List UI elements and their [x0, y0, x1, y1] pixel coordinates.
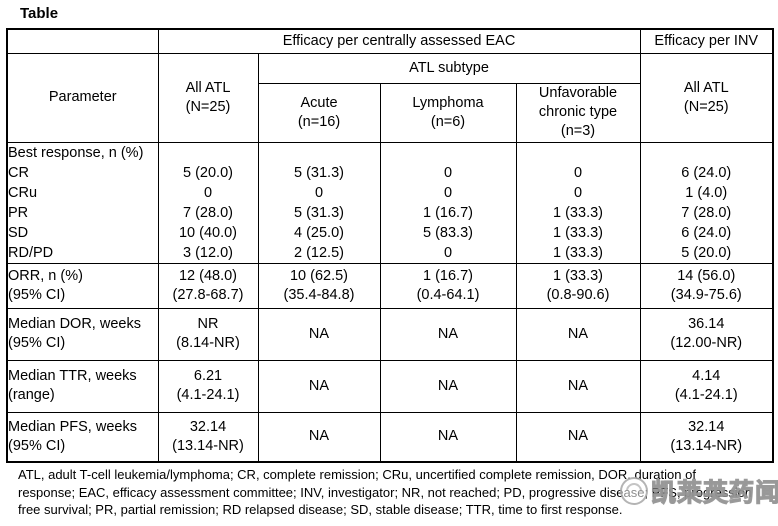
row-label-median-ttr: Median TTR, weeks (range)	[6, 359, 159, 413]
table-cell: 0	[257, 182, 381, 203]
table-cell: 1 (33.3) (0.8-90.6)	[515, 262, 641, 309]
table-cell: 1 (16.7)	[379, 202, 517, 223]
page-title: Table	[20, 5, 59, 22]
table-cell	[157, 142, 259, 163]
table-cell: 0	[157, 182, 259, 203]
table-cell: 2 (12.5)	[257, 242, 381, 263]
table-cell: NA	[379, 411, 517, 463]
table-cell: NR (8.14-NR)	[157, 307, 259, 361]
row-label-rdpd: RD/PD	[6, 242, 159, 263]
table-cell	[257, 142, 381, 163]
table-cell: 7 (28.0)	[639, 202, 774, 223]
row-label-orr: ORR, n (%) (95% CI)	[6, 262, 159, 309]
table-cell: 0	[379, 162, 517, 183]
table-cell: 10 (40.0)	[157, 222, 259, 243]
table-cell	[379, 142, 517, 163]
table-cell: 5 (31.3)	[257, 202, 381, 223]
table-cell: 12 (48.0) (27.8-68.7)	[157, 262, 259, 309]
table-cell: 4.14 (4.1-24.1)	[639, 359, 774, 413]
footnote: ATL, adult T-cell leukemia/lymphoma; CR,…	[18, 467, 753, 517]
atl-subtype-header: ATL subtype	[257, 52, 641, 84]
table-cell: 0	[515, 162, 641, 183]
row-label-cru: CRu	[6, 182, 159, 203]
table-cell: 4 (25.0)	[257, 222, 381, 243]
all-atl-eac-header: All ATL (N=25)	[157, 52, 259, 143]
table-cell: 7 (28.0)	[157, 202, 259, 223]
table-cell: 5 (20.0)	[639, 242, 774, 263]
table-cell: 6.21 (4.1-24.1)	[157, 359, 259, 413]
table-cell: 5 (31.3)	[257, 162, 381, 183]
parameter-header: Parameter	[6, 52, 159, 143]
table-cell: 0	[379, 242, 517, 263]
row-label-best-response: Best response, n (%)	[6, 142, 159, 163]
table-cell: 14 (56.0) (34.9-75.6)	[639, 262, 774, 309]
table-cell: 1 (33.3)	[515, 222, 641, 243]
table-cell: NA	[379, 307, 517, 361]
table-cell: 5 (20.0)	[157, 162, 259, 183]
all-atl-inv-header: All ATL (N=25)	[639, 52, 774, 143]
table-cell: 3 (12.0)	[157, 242, 259, 263]
table-cell: 1 (4.0)	[639, 182, 774, 203]
unfavorable-header: Unfavorable chronic type (n=3)	[515, 82, 641, 143]
eac-group-header: Efficacy per centrally assessed EAC	[157, 28, 641, 54]
table-cell: 0	[515, 182, 641, 203]
table-cell: 10 (62.5) (35.4-84.8)	[257, 262, 381, 309]
table-cell: 6 (24.0)	[639, 162, 774, 183]
table-cell: 1 (16.7) (0.4-64.1)	[379, 262, 517, 309]
table-cell: NA	[515, 411, 641, 463]
table-cell	[639, 142, 774, 163]
table-cell: 32.14 (13.14-NR)	[639, 411, 774, 463]
table-cell: 0	[379, 182, 517, 203]
efficacy-table: Efficacy per centrally assessed EAC Effi…	[6, 28, 775, 463]
table-cell: 6 (24.0)	[639, 222, 774, 243]
inv-group-header: Efficacy per INV	[639, 28, 774, 54]
corner-cell	[6, 28, 159, 54]
table-cell: 1 (33.3)	[515, 242, 641, 263]
acute-header: Acute (n=16)	[257, 82, 381, 143]
table-cell: NA	[257, 359, 381, 413]
row-label-median-pfs: Median PFS, weeks (95% CI)	[6, 411, 159, 463]
table-cell: NA	[257, 411, 381, 463]
row-label-sd: SD	[6, 222, 159, 243]
table-cell: 1 (33.3)	[515, 202, 641, 223]
table-cell: 32.14 (13.14-NR)	[157, 411, 259, 463]
row-label-pr: PR	[6, 202, 159, 223]
table-cell: 5 (83.3)	[379, 222, 517, 243]
lymphoma-header: Lymphoma (n=6)	[379, 82, 517, 143]
table-cell: NA	[515, 359, 641, 413]
row-label-median-dor: Median DOR, weeks (95% CI)	[6, 307, 159, 361]
table-cell: 36.14 (12.00-NR)	[639, 307, 774, 361]
row-label-cr: CR	[6, 162, 159, 183]
table-cell: NA	[515, 307, 641, 361]
table-cell	[515, 142, 641, 163]
table-cell: NA	[379, 359, 517, 413]
table-cell: NA	[257, 307, 381, 361]
